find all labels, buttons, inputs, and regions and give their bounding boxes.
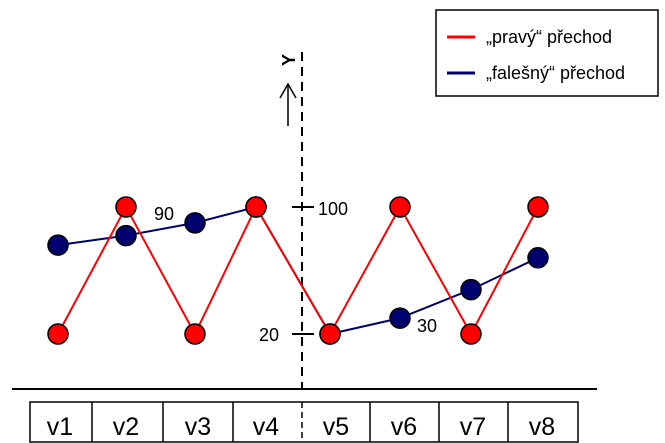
true-transition-point-v4 [245, 196, 267, 218]
vertex-label-v8: v8 [529, 413, 555, 441]
legend-box [435, 9, 659, 97]
tick-label-100: 100 [318, 199, 348, 219]
vertex-label-v2: v2 [113, 413, 139, 441]
false-transition-point-v2 [115, 224, 137, 247]
legend-label-true: „pravý“ přechod [486, 27, 612, 47]
false-transition-point-v7 [460, 278, 482, 301]
vertex-table: v1 v2 v3 v4 v5 v6 v7 v8 [29, 401, 579, 443]
vertex-label-v3: v3 [185, 413, 211, 441]
vertex-table-frame [29, 401, 579, 443]
y-arrow-icon [279, 82, 297, 99]
true-transition-point-v5 [319, 323, 341, 345]
annotation-30: 30 [417, 316, 437, 336]
vertex-label-v6: v6 [391, 413, 417, 441]
true-transition-point-v1 [47, 323, 69, 345]
false-transition-point-v3 [184, 212, 206, 234]
true-transition-point-v7 [460, 323, 482, 345]
false-transition-point-v8 [527, 247, 549, 269]
true-transition-point-v8 [527, 196, 549, 218]
true-transition-point-v3 [184, 323, 206, 345]
vertex-label-v1: v1 [47, 413, 73, 441]
data-points [47, 196, 549, 345]
true-transition-point-v6 [389, 196, 411, 218]
vertex-label-v5: v5 [323, 413, 349, 441]
y-axis-label: Y [279, 54, 299, 66]
vertex-label-v7: v7 [460, 413, 486, 441]
annotation-90: 90 [154, 204, 174, 224]
series-line-true [57, 204, 539, 337]
y-axis: Y 100 20 [259, 52, 348, 390]
legend-label-false: „falešný“ přechod [486, 63, 625, 83]
legend: „pravý“ přechod „falešný“ přechod [435, 9, 659, 97]
true-transition-point-v2 [115, 196, 137, 218]
vertex-label-v4: v4 [253, 413, 280, 441]
tick-label-20: 20 [259, 325, 279, 345]
false-transition-point-v6 [389, 307, 411, 329]
false-transition-point-v1 [47, 234, 69, 256]
